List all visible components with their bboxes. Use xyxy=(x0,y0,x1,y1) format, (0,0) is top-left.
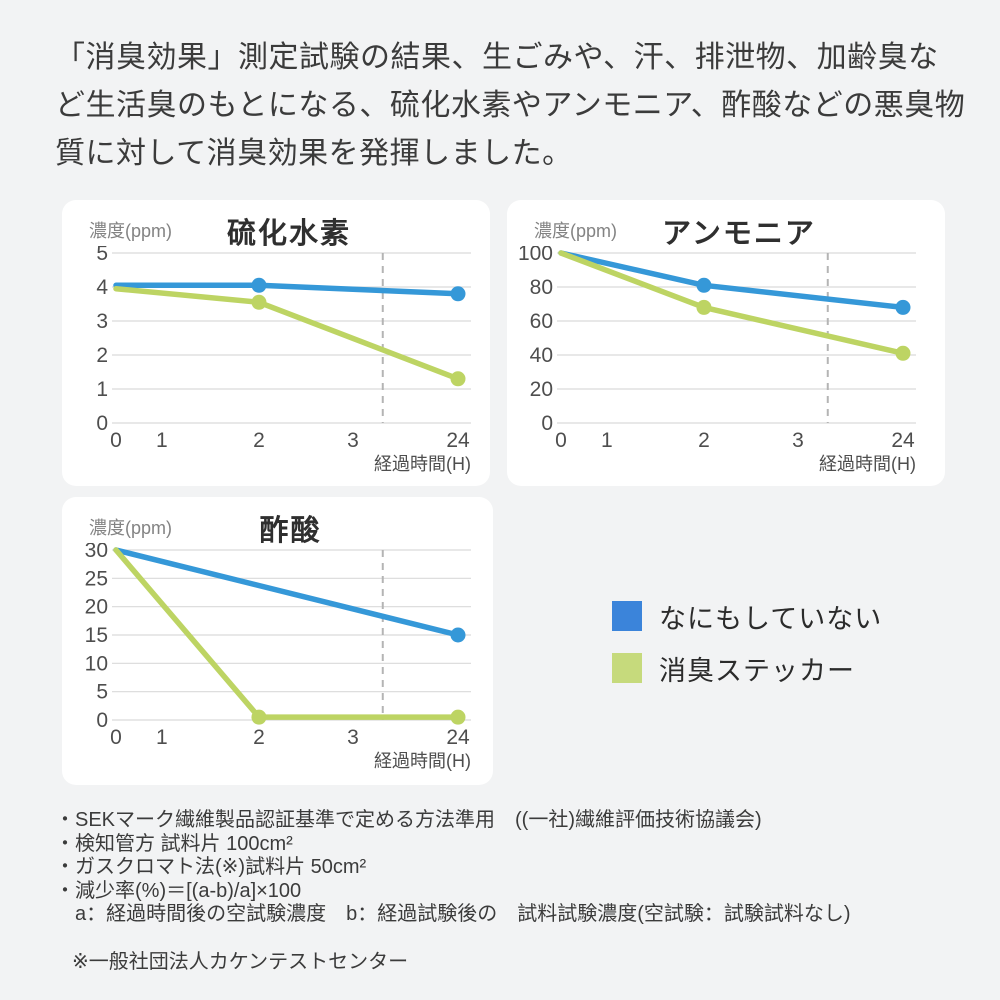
y-axis-label: 濃度(ppm) xyxy=(534,221,618,241)
y-tick-label: 5 xyxy=(96,681,108,704)
legend: なにもしていない 消臭ステッカー xyxy=(612,601,882,705)
x-tick-label: 24 xyxy=(446,429,470,452)
chart-card-hydrogen-sulfide: 濃度(ppm) 硫化水素 0 1 2 3 4 5 0 1 2 3 24 経過時間(H) xyxy=(62,200,490,486)
y-tick-label: 25 xyxy=(85,567,108,590)
legend-swatch-green xyxy=(612,653,642,683)
data-point xyxy=(696,277,712,293)
x-tick-label: 0 xyxy=(555,429,567,452)
x-tick-label: 0 xyxy=(110,429,122,452)
data-point xyxy=(450,709,466,725)
y-tick-label: 20 xyxy=(85,596,108,619)
legend-swatch-blue xyxy=(612,601,642,631)
y-tick-label: 10 xyxy=(85,652,108,675)
series-line-blue xyxy=(113,547,461,638)
y-tick-label: 80 xyxy=(530,276,553,299)
chart-title: アンモニア xyxy=(662,218,816,250)
x-tick-label: 1 xyxy=(601,429,613,452)
line-chart: 0 1 2 3 4 5 0 1 2 3 24 xyxy=(96,246,471,452)
x-tick-label: 2 xyxy=(698,429,710,452)
x-tick-label: 24 xyxy=(446,726,470,749)
y-tick-label: 0 xyxy=(541,412,553,435)
footnote-line: a：経過時間後の空試験濃度 b：経過試験後の 試料試験濃度(空試験：試験試料なし… xyxy=(55,903,851,925)
line-chart: 0 20 40 60 80 100 0 1 2 3 24 xyxy=(518,246,916,452)
data-point xyxy=(696,299,712,315)
footnote-test-center: ※一般社団法人カケンテストセンター xyxy=(72,951,409,973)
y-tick-label: 0 xyxy=(96,709,108,732)
y-tick-label: 20 xyxy=(530,378,553,401)
chart-title: 硫化水素 xyxy=(226,218,351,250)
y-tick-label: 1 xyxy=(96,378,108,401)
x-axis-label: 経過時間(H) xyxy=(374,454,471,474)
x-tick-label: 1 xyxy=(156,726,168,749)
x-tick-label: 24 xyxy=(891,429,915,452)
header-text: 「消臭効果」測定試験の結果、生ごみや、汗、排泄物、加齢臭など生活臭のもとになる、… xyxy=(55,41,966,170)
footnote-line: ・ガスクロマト法(※)試料片 50cm² xyxy=(55,856,367,878)
y-tick-label: 3 xyxy=(96,310,108,333)
y-tick-label: 4 xyxy=(96,276,108,299)
footnote-line: ・検知管方 試料片 100cm² xyxy=(55,832,293,855)
y-tick-label: 100 xyxy=(518,246,553,265)
chart-card-acetic-acid: 濃度(ppm) 酢酸 0 5 10 15 20 25 30 0 1 2 3 24 経過時間(H) xyxy=(62,497,493,785)
data-point xyxy=(895,299,911,315)
footnotes: ・SEKマーク繊維製品認証基準で定める方法準用 ((一社)繊維評価技術協議会) … xyxy=(55,809,955,927)
series-line-blue xyxy=(558,250,906,311)
footnote-line: ・SEKマーク繊維製品認証基準で定める方法準用 ((一社)繊維評価技術協議会) xyxy=(55,809,762,831)
data-point xyxy=(450,627,466,643)
y-axis-label: 濃度(ppm) xyxy=(89,221,173,241)
x-tick-label: 3 xyxy=(347,726,359,749)
footnote-line: ・減少率(%)＝[(a-b)/a]×100 xyxy=(55,879,302,902)
x-axis-label: 経過時間(H) xyxy=(374,751,471,771)
y-tick-label: 5 xyxy=(96,246,108,265)
chart-card-ammonia: 濃度(ppm) アンモニア 0 20 40 60 80 100 0 1 2 3 24 経過時間(H) xyxy=(507,200,945,486)
y-tick-label: 30 xyxy=(85,543,108,562)
y-tick-label: 0 xyxy=(96,412,108,435)
y-tick-label: 2 xyxy=(96,344,108,367)
legend-item-untreated: なにもしていない xyxy=(612,601,882,634)
y-axis-label: 濃度(ppm) xyxy=(89,518,173,538)
y-tick-label: 40 xyxy=(530,344,553,367)
x-tick-label: 3 xyxy=(792,429,804,452)
x-tick-label: 2 xyxy=(253,726,265,749)
x-tick-label: 0 xyxy=(110,726,122,749)
data-point xyxy=(251,709,267,725)
x-tick-label: 2 xyxy=(253,429,265,452)
legend-label: なにもしていない xyxy=(659,603,883,634)
y-tick-label: 15 xyxy=(85,624,108,647)
legend-label: 消臭ステッカー xyxy=(659,655,855,686)
chart-title: 酢酸 xyxy=(259,515,322,547)
x-tick-label: 3 xyxy=(347,429,359,452)
series-line-green xyxy=(113,285,461,382)
data-point xyxy=(895,345,911,361)
y-tick-label: 60 xyxy=(530,310,553,333)
data-point xyxy=(251,294,267,310)
data-point xyxy=(251,277,267,293)
x-axis-label: 経過時間(H) xyxy=(819,454,916,474)
legend-item-deodorant-sticker: 消臭ステッカー xyxy=(612,653,882,686)
x-tick-label: 1 xyxy=(156,429,168,452)
data-point xyxy=(450,286,466,302)
data-point xyxy=(450,371,466,387)
